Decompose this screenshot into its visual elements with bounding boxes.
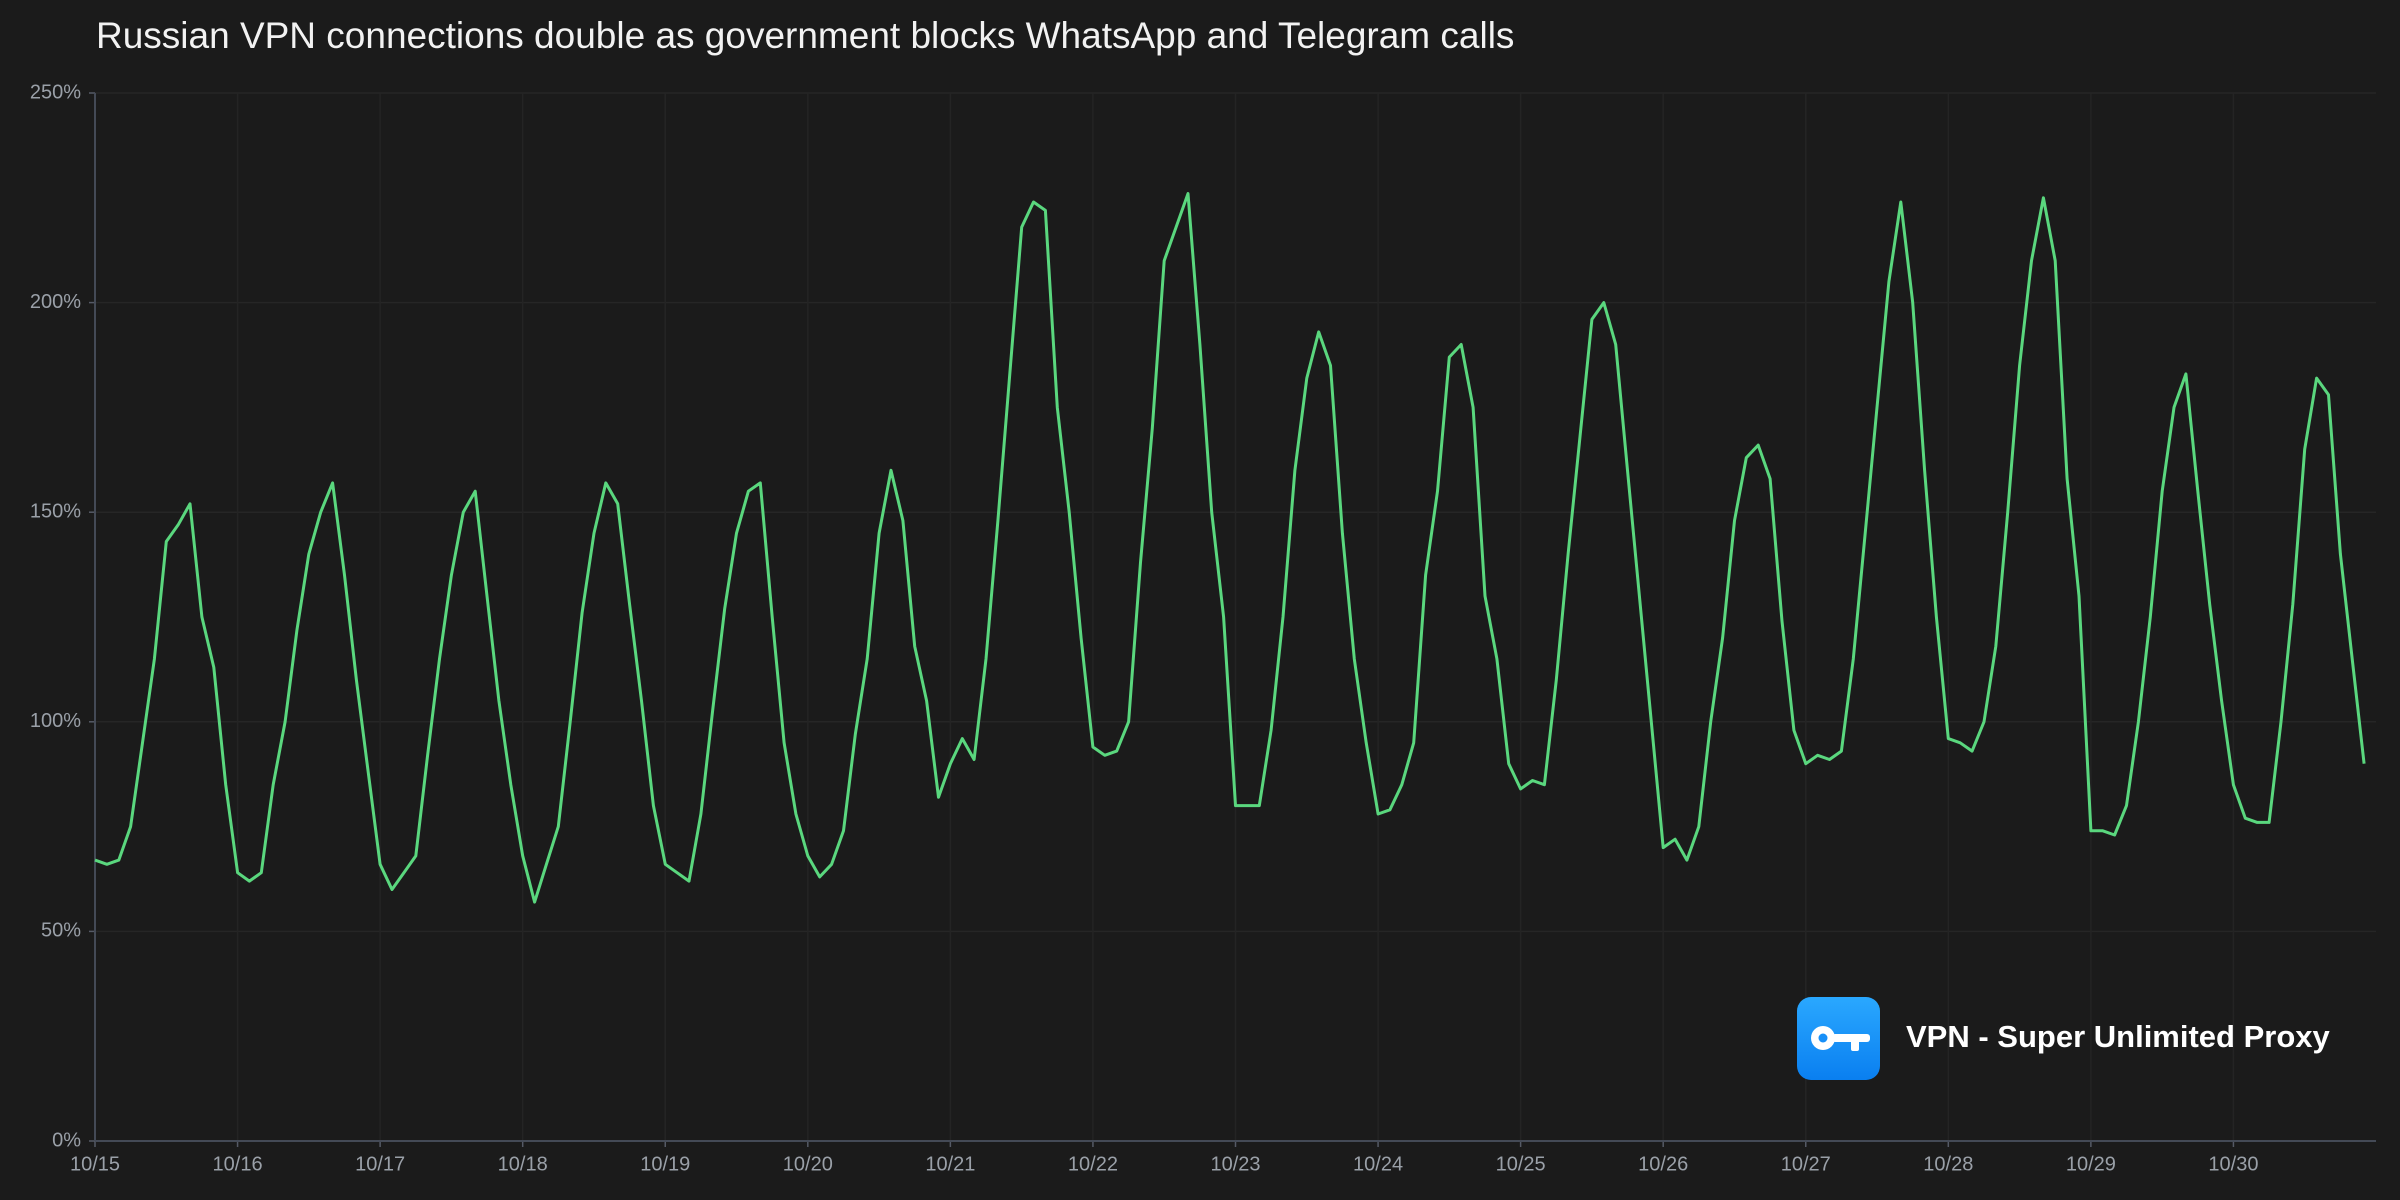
plot-area: 0% 50% 100% 150% 200% 250% 10/15 10/16 10/17 10/1… (30, 81, 2376, 1175)
chart-title: Russian VPN connections double as govern… (96, 15, 1514, 56)
x-tick-label: 10/29 (2066, 1153, 2116, 1175)
x-tick-label: 10/16 (213, 1153, 263, 1175)
x-tick-label: 10/27 (1781, 1153, 1831, 1175)
x-tick-label: 10/21 (925, 1153, 975, 1175)
x-tick-label: 10/22 (1068, 1153, 1118, 1175)
y-tick-label: 200% (30, 291, 81, 313)
x-tick-label: 10/19 (640, 1153, 690, 1175)
x-tick-label: 10/25 (1496, 1153, 1546, 1175)
key-hole (1818, 1033, 1828, 1043)
x-tick-label: 10/28 (1923, 1153, 1973, 1175)
x-tick-label: 10/15 (70, 1153, 120, 1175)
y-tick-label: 250% (30, 81, 81, 103)
x-tick-label: 10/23 (1210, 1153, 1260, 1175)
y-tick-label: 150% (30, 500, 81, 522)
y-tick-label: 100% (30, 710, 81, 732)
x-tick-label: 10/18 (498, 1153, 548, 1175)
watermark-logo (1797, 997, 1880, 1080)
x-tick-label: 10/30 (2208, 1153, 2258, 1175)
y-tick-label: 50% (41, 920, 81, 942)
x-tick-label: 10/17 (355, 1153, 405, 1175)
x-tick-label: 10/20 (783, 1153, 833, 1175)
x-tick-label: 10/26 (1638, 1153, 1688, 1175)
key-tooth (1851, 1040, 1859, 1051)
x-tick-label: 10/24 (1353, 1153, 1403, 1175)
key-shaft (1832, 1034, 1870, 1042)
watermark-text: VPN - Super Unlimited Proxy (1906, 1019, 2331, 1054)
y-tick-label: 0% (52, 1129, 81, 1151)
line-series (94, 192, 2366, 904)
